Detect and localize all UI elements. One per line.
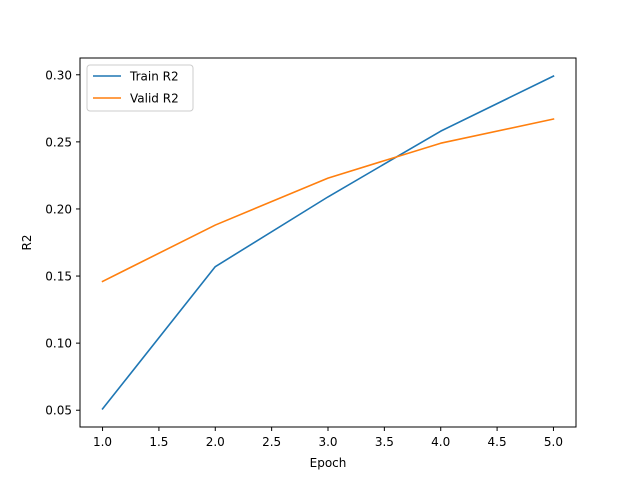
series-line-train: [101, 75, 555, 411]
legend: Train R2 Valid R2: [86, 64, 194, 112]
x-tick-label: 2.5: [262, 435, 281, 449]
legend-label: Valid R2: [130, 92, 179, 106]
series-lines: [101, 75, 555, 411]
x-axis-label: Epoch: [310, 456, 347, 470]
x-tick-label: 1.5: [149, 435, 168, 449]
y-tick-label: 0.15: [45, 270, 72, 284]
y-tick-label: 0.05: [45, 404, 72, 418]
x-tick-label: 3.5: [375, 435, 394, 449]
x-tick-label: 4.0: [431, 435, 450, 449]
legend-label: Train R2: [129, 70, 179, 84]
y-axis-label: R2: [20, 235, 34, 251]
x-tick-label: 1.0: [93, 435, 112, 449]
y-tick-label: 0.30: [45, 68, 72, 82]
x-tick-label: 5.0: [544, 435, 563, 449]
x-tick-label: 4.5: [488, 435, 507, 449]
y-tick-label: 0.25: [45, 135, 72, 149]
series-line-valid: [101, 118, 555, 283]
y-ticks: 0.05 0.10 0.15 0.20 0.25 0.30: [45, 68, 80, 418]
y-tick-label: 0.10: [45, 337, 72, 351]
y-tick-label: 0.20: [45, 202, 72, 216]
plot-area: [80, 58, 576, 427]
x-tick-label: 3.0: [318, 435, 337, 449]
x-ticks: 1.0 1.5 2.0 2.5 3.0 3.5 4.0 4.5 5.0: [93, 427, 563, 449]
x-tick-label: 2.0: [206, 435, 225, 449]
